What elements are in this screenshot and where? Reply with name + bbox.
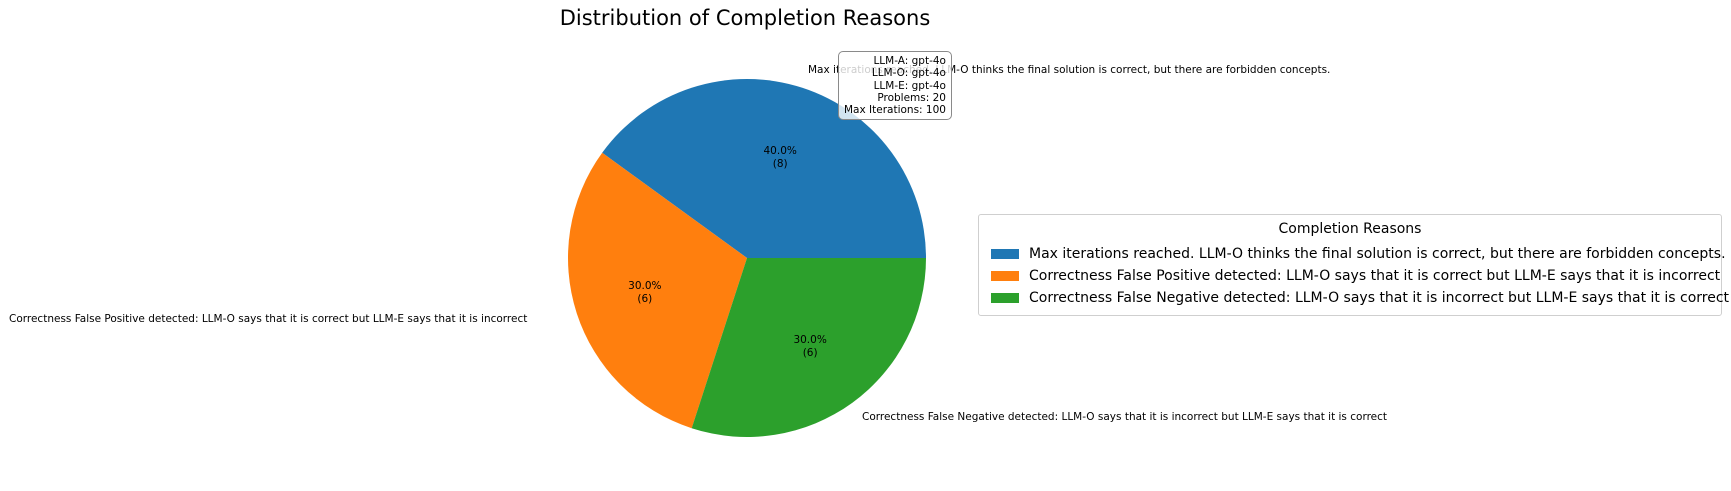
legend-swatch	[991, 293, 1019, 303]
pie-slice	[691, 258, 926, 437]
slice-outer-label: Correctness False Negative detected: LLM…	[862, 411, 1387, 423]
slice-count-label: (6)	[803, 347, 818, 359]
info-line: Max Iterations: 100	[844, 104, 946, 117]
legend-title: Completion Reasons	[1278, 221, 1422, 237]
slice-percent-label: 30.0%	[628, 280, 661, 292]
legend-label: Max iterations reached. LLM-O thinks the…	[1029, 246, 1726, 262]
slice-outer-label: Correctness False Positive detected: LLM…	[9, 313, 527, 325]
pie-slice	[568, 152, 747, 429]
legend-label: Correctness False Negative detected: LLM…	[1029, 290, 1730, 306]
info-line: LLM-O: gpt-4o	[871, 67, 946, 80]
legend-item: Correctness False Positive detected: LLM…	[985, 265, 1720, 287]
info-line: LLM-A: gpt-4o	[873, 55, 946, 67]
legend-item: Correctness False Negative detected: LLM…	[985, 287, 1729, 309]
info-line: Problems: 20	[877, 91, 946, 104]
pie-slice	[602, 79, 926, 258]
slice-percent-label: 40.0%	[764, 145, 797, 157]
info-line: LLM-E: gpt-4o	[873, 79, 946, 92]
run-info-box: LLM-A: gpt-4o LLM-O: gpt-4o LLM-E: gpt-4…	[838, 51, 952, 121]
slice-count-label: (8)	[773, 158, 788, 170]
legend-swatch	[991, 271, 1019, 281]
legend-item: Max iterations reached. LLM-O thinks the…	[985, 243, 1726, 265]
legend-swatch	[991, 249, 1019, 259]
slice-count-label: (6)	[637, 293, 652, 305]
chart-title: Distribution of Completion Reasons	[559, 6, 931, 30]
legend: Completion Reasons Max iterations reache…	[978, 214, 1729, 316]
legend-label: Correctness False Positive detected: LLM…	[1029, 268, 1721, 284]
slice-percent-label: 30.0%	[793, 334, 826, 346]
